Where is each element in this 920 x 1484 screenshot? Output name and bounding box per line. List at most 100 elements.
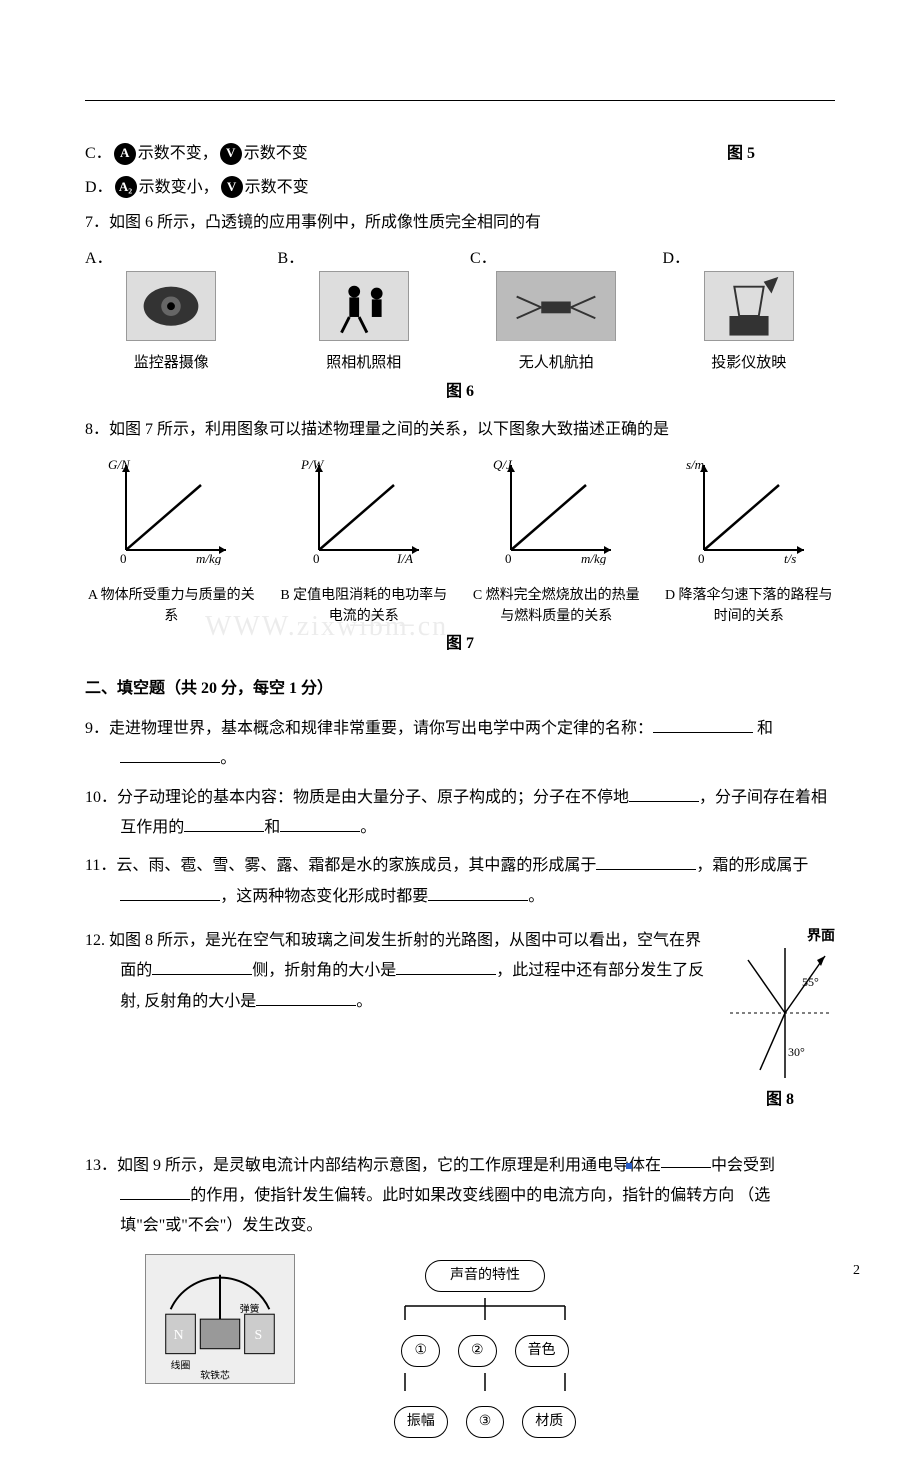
q10-blank1: [629, 784, 699, 802]
q10-c: 和: [264, 819, 280, 836]
flow-mid-1: ①: [401, 1335, 440, 1367]
q8-graph-b: P/W 0 I/A: [278, 455, 451, 565]
graph-a-ylabel: G/N: [108, 457, 131, 472]
svg-text:S: S: [255, 1327, 263, 1342]
graph-a-xlabel: m/kg: [196, 551, 222, 565]
svg-text:弹簧: 弹簧: [240, 1302, 260, 1315]
page-number: 2: [853, 1260, 860, 1282]
flow-leaf-3: 材质: [522, 1406, 576, 1438]
q11-b: ，霜的形成属于: [696, 857, 808, 874]
q8-desc-b: B 定值电阻消耗的电功率与电流的关系: [278, 585, 451, 627]
svg-text:0: 0: [120, 551, 127, 565]
angle-55: 55°: [802, 975, 819, 989]
ammeter-a-icon: A: [114, 143, 136, 165]
q11-blank2: [120, 883, 220, 901]
angle-30: 30°: [788, 1045, 805, 1059]
q11-blank1: [596, 853, 696, 871]
q12-blank2: [396, 958, 496, 976]
q8-descriptions: A 物体所受重力与质量的关系 B 定值电阻消耗的电功率与电流的关系 C 燃料完全…: [85, 585, 835, 627]
flow-leaf-1: 振幅: [394, 1406, 448, 1438]
q10-a: 10．分子动理论的基本内容：物质是由大量分子、原子构成的；分子在不停地: [85, 789, 629, 806]
svg-text:0: 0: [505, 551, 512, 565]
sound-flowchart: 声音的特性 ① ② 音色 振幅 ③ 材质: [355, 1254, 615, 1444]
option-d-suffix: 示数不变: [245, 175, 309, 201]
q7-b-image: [319, 271, 409, 341]
option-c-prefix: C．: [85, 141, 112, 167]
graph-a-box: G/N 0 m/kg: [106, 455, 236, 565]
graph-d-xlabel: t/s: [784, 551, 796, 565]
refraction-diagram: 55° 30°: [730, 948, 830, 1078]
q7-c-caption: 无人机航拍: [470, 351, 643, 375]
q13-blank1: [661, 1151, 711, 1169]
graph-c-ylabel: Q/J: [493, 457, 513, 472]
graph-c-xlabel: m/kg: [581, 551, 607, 565]
q8-desc-a: A 物体所受重力与质量的关系: [85, 585, 258, 627]
option-c-mid: 示数不变，: [138, 141, 218, 167]
fig5-label: 图 5: [727, 141, 755, 167]
graph-b-ylabel: P/W: [300, 457, 325, 472]
svg-text:软铁芯: 软铁芯: [200, 1368, 230, 1381]
blue-dot-icon: [626, 1163, 632, 1169]
q7-option-d: D． 投影仪放映: [663, 246, 836, 376]
flow-connector-2: [355, 1373, 615, 1391]
q11: 11．云、雨、雹、雪、雾、露、霜都是水的家族成员，其中露的形成属于 ，霜的形成属于…: [85, 851, 835, 912]
q7-a-image: [126, 271, 216, 341]
graph-c-box: Q/J 0 m/kg: [491, 455, 621, 565]
option-c-suffix: 示数不变: [244, 141, 308, 167]
q7-d-letter: D．: [663, 246, 836, 272]
galvanometer-diagram: N S 线圈 弹簧 软铁芯: [145, 1254, 295, 1384]
fig8-label: 图 8: [725, 1087, 835, 1113]
q10: 10．分子动理论的基本内容：物质是由大量分子、原子构成的；分子在不停地，分子间存…: [85, 783, 835, 844]
svg-text:线圈: 线圈: [171, 1358, 191, 1371]
option-d: D． A₂ 示数变小， V 示数不变: [85, 175, 835, 201]
graph-d-ylabel: s/m: [686, 457, 704, 472]
q9-a: 9．走进物理世界，基本概念和规律非常重要，请你写出电学中两个定律的名称：: [85, 720, 653, 737]
q12-blank1: [152, 958, 252, 976]
flow-leaf-2: ③: [466, 1406, 505, 1438]
q10-blank3: [280, 814, 360, 832]
svg-text:0: 0: [698, 551, 705, 565]
q10-blank2: [184, 814, 264, 832]
q7-text: 7．如图 6 所示，凸透镜的应用事例中，所成像性质完全相同的有: [85, 210, 835, 236]
option-c: C． A 示数不变， V 示数不变: [85, 141, 727, 167]
section2-title: 二、填空题（共 20 分，每空 1 分）: [85, 676, 835, 702]
q9-b: 和: [757, 720, 773, 737]
q13-c: 的作用，使指针发生偏转。此时如果改变线圈中的电流方向，指针的偏转方向: [190, 1187, 734, 1204]
q9-blank2: [120, 746, 220, 764]
q13-a: 13．如图 9 所示，是灵敏电流计内部结构示意图，它的工作原理是利用通电导体在: [85, 1157, 661, 1174]
graph-b-xlabel: I/A: [396, 551, 413, 565]
q11-blank3: [428, 883, 528, 901]
q13-figures: N S 线圈 弹簧 软铁芯 声音的特性 ① ② 音色 振幅: [85, 1254, 835, 1444]
flow-mid-3: 音色: [515, 1335, 569, 1367]
fig6-label: 图 6: [85, 379, 835, 405]
q7-option-b: B． 照相机照相: [278, 246, 451, 376]
q9-blank1: [653, 715, 753, 733]
q11-a: 11．云、雨、雹、雪、雾、露、霜都是水的家族成员，其中露的形成属于: [85, 857, 596, 874]
q12-fig-top: 界面: [725, 926, 835, 948]
q8-graph-a: G/N 0 m/kg: [85, 455, 258, 565]
q8-desc-c: C 燃料完全燃烧放出的热量与燃料质量的关系: [470, 585, 643, 627]
q8-graphs-row: G/N 0 m/kg P/W 0 I/A: [85, 455, 835, 565]
graph-b-box: P/W 0 I/A: [299, 455, 429, 565]
q13-blank2: [120, 1182, 190, 1200]
option-d-mid: 示数变小，: [139, 175, 219, 201]
q7-a-caption: 监控器摄像: [85, 351, 258, 375]
q12: 12. 如图 8 所示，是光在空气和玻璃之间发生折射的光路图，从图中可以看出，空…: [85, 926, 835, 1017]
q7-option-c: C． 无人机航拍: [470, 246, 643, 376]
q12-b: 侧，折射角的大小是: [252, 962, 396, 979]
q12-blank3: [256, 988, 356, 1006]
q7-b-caption: 照相机照相: [278, 351, 451, 375]
q7-options-row: A． 监控器摄像 B． 照相机照相 C． 无人机航拍 D． 投影仪放映: [85, 246, 835, 376]
q7-b-letter: B．: [278, 246, 451, 272]
voltmeter-v-icon: V: [220, 143, 242, 165]
q9: 9．走进物理世界，基本概念和规律非常重要，请你写出电学中两个定律的名称： 和。: [85, 714, 835, 775]
q12-wrapper: 界面 55° 30° 图 8 12. 如图 8 所示，是光在空气和玻璃之间发生折…: [85, 926, 835, 1113]
q13-b: 中会受到: [711, 1157, 775, 1174]
flow-mid-2: ②: [458, 1335, 497, 1367]
q13: 13．如图 9 所示，是灵敏电流计内部结构示意图，它的工作原理是利用通电导体在 中…: [85, 1151, 835, 1242]
q12-d: 。: [356, 993, 372, 1010]
q11-c: ，这两种物态变化形成时都要: [220, 888, 428, 905]
ammeter-a2-icon: A₂: [115, 176, 137, 198]
q9-c: 。: [220, 750, 236, 767]
q8-desc-d: D 降落伞匀速下落的路程与时间的关系: [663, 585, 836, 627]
